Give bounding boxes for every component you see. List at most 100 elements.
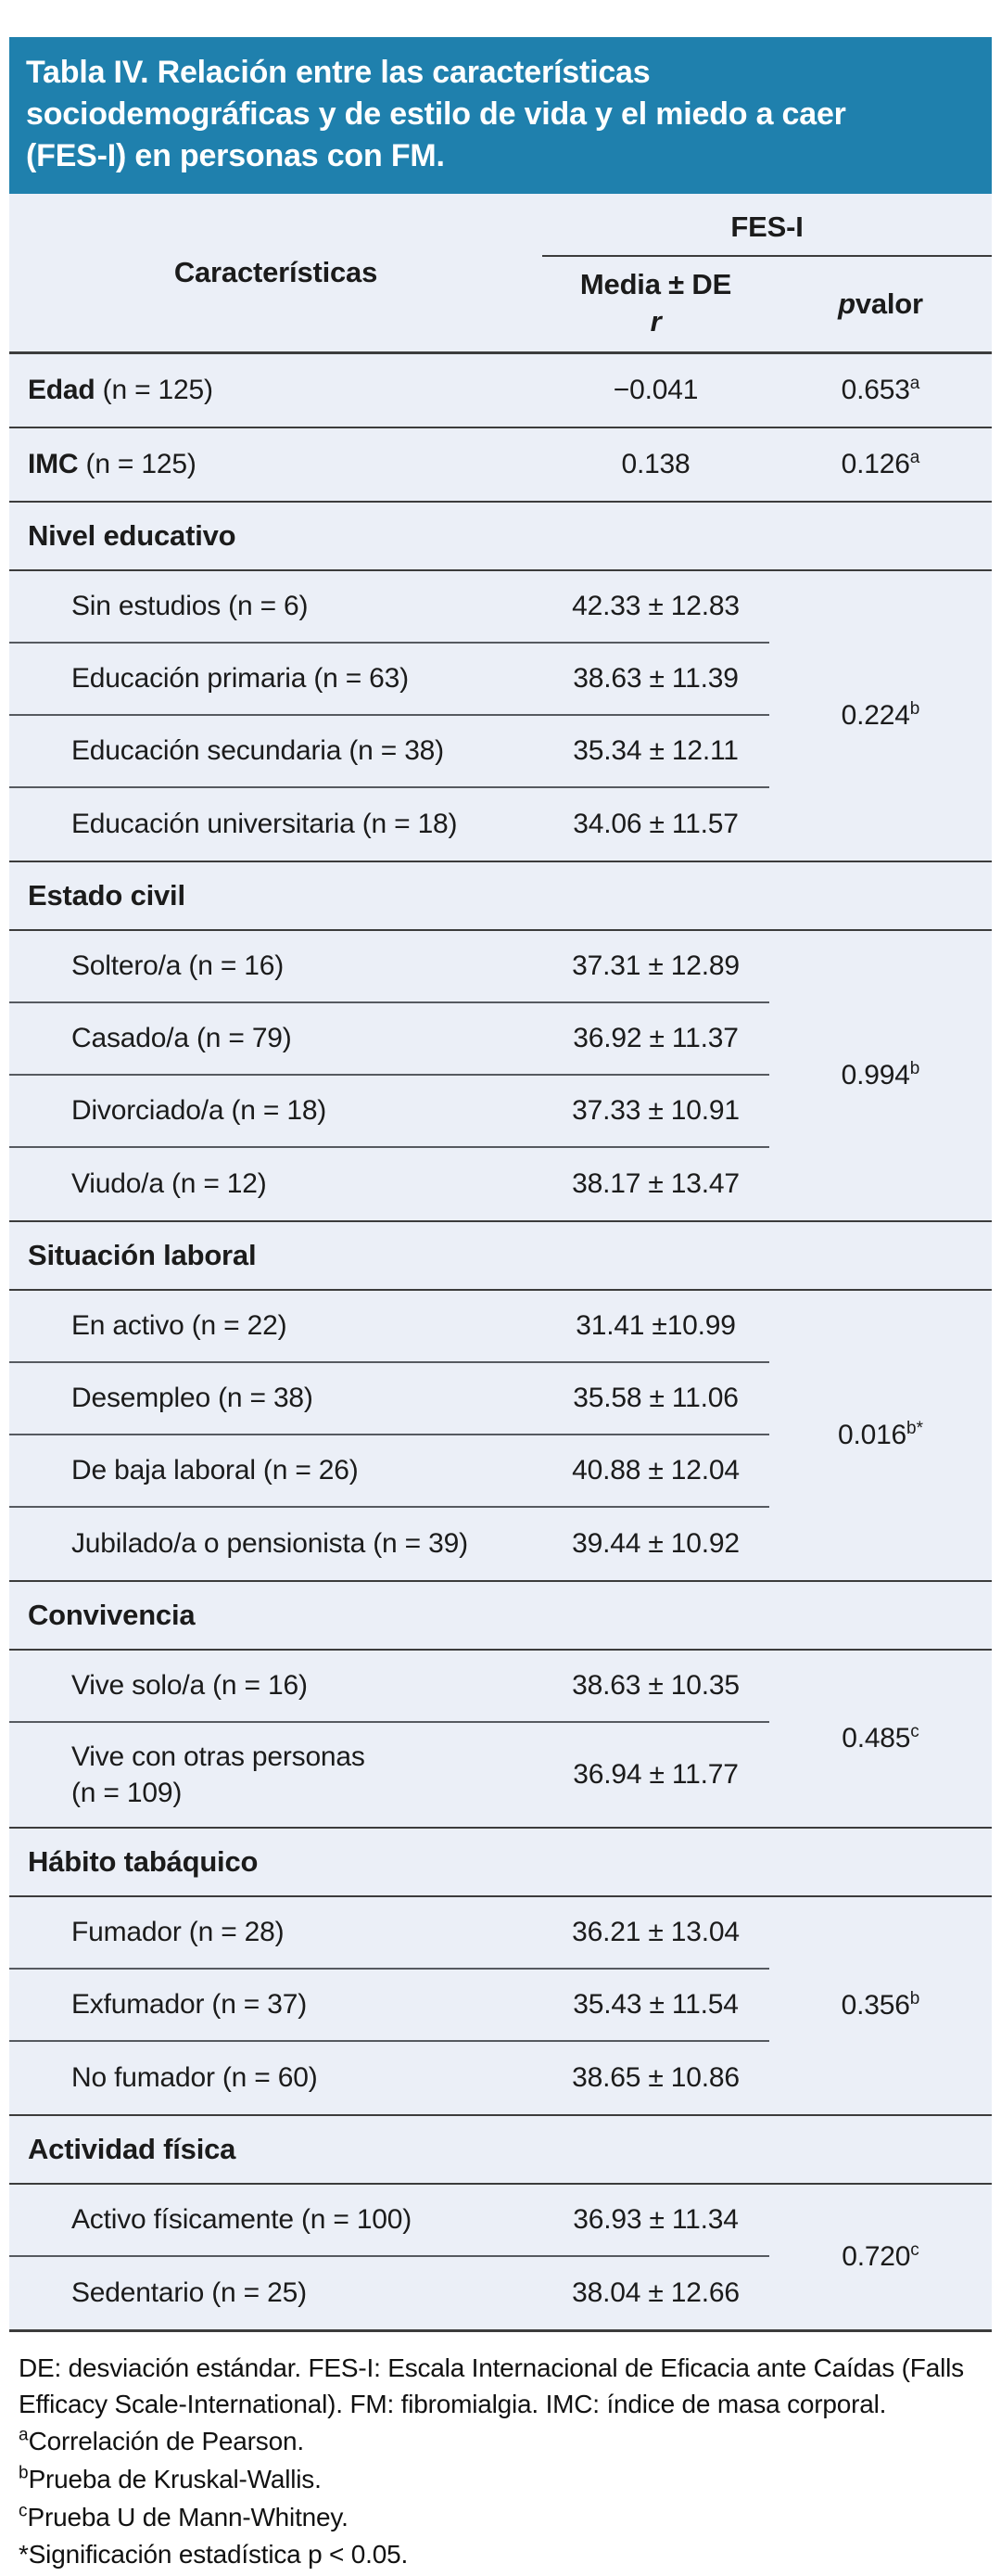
row-label: Vive solo/a (n = 16)	[9, 1651, 542, 1724]
section-title: Nivel educativo	[9, 503, 992, 572]
row-value: 36.92 ± 11.37	[542, 1003, 769, 1077]
table-title-line1: Tabla IV. Relación entre las característ…	[26, 55, 651, 90]
p-superscript: c	[910, 1722, 919, 1742]
column-header-p-valor: p valor	[769, 257, 992, 352]
row-value: 37.33 ± 10.91	[542, 1076, 769, 1149]
p-italic: p	[838, 287, 855, 320]
p-superscript: b*	[906, 1419, 924, 1439]
footnote-b: bPrueba de Kruskal-Wallis.	[19, 2463, 322, 2494]
row-value: 0.138	[621, 449, 691, 480]
row-label: Educación secundaria (n = 38)	[9, 716, 542, 789]
section-title: Situación laboral	[9, 1222, 992, 1292]
table-title-banner: Tabla IV. Relación entre las característ…	[9, 37, 992, 194]
p-value-cell: 0.224b	[841, 699, 920, 732]
footnote-c-marker: c	[19, 2501, 28, 2521]
p-value-cell: 0.653a	[841, 374, 920, 406]
row-label: En activo (n = 22)	[9, 1291, 542, 1364]
row-label: Casado/a (n = 79)	[9, 1003, 542, 1077]
row-label-strong: Edad	[28, 375, 95, 406]
row-imc: IMC (n = 125) 0.138 0.126a	[9, 428, 992, 504]
footnote-c: cPrueba U de Mann-Whitney.	[19, 2501, 348, 2531]
row-value: 38.63 ± 10.35	[542, 1651, 769, 1724]
p-value-cell: 0.994b	[841, 1059, 920, 1091]
row-value: −0.041	[613, 375, 699, 406]
row-label: Jubilado/a o pensionista (n = 39)	[71, 1528, 468, 1560]
footnote-significance: *Significación estadística p < 0.05.	[19, 2540, 409, 2570]
p-value-cell: 0.720c	[842, 2240, 919, 2273]
table-title-line2: sociodemográficas y de estilo de vida y …	[26, 96, 846, 132]
row-value: 37.31 ± 12.89	[542, 931, 769, 1004]
table-body: Características FES-I Media ± DE r p val…	[9, 193, 992, 2333]
row-label: No fumador (n = 60)	[71, 2062, 318, 2094]
p-superscript: a	[909, 448, 920, 468]
row-label: Viudo/a (n = 12)	[71, 1168, 267, 1200]
row-value: 35.43 ± 11.54	[542, 1970, 769, 2043]
fesi-group-header: FES-I	[542, 194, 992, 257]
section-title: Convivencia	[9, 1582, 992, 1651]
media-de-label: Media ± DE	[579, 267, 732, 300]
row-label: Educación primaria (n = 63)	[9, 644, 542, 717]
footnote-abbreviations: DE: desviación estándar. FES-I: Escala I…	[19, 2353, 964, 2418]
fesi-subheaders: Media ± DE r p valor	[542, 257, 992, 352]
row-label: Edad (n = 125)	[9, 354, 542, 427]
section-convivencia: Convivencia 0.485c Vive solo/a (n = 16) …	[9, 1582, 992, 1830]
column-header-media-de-r: Media ± DE r	[542, 257, 769, 352]
row-value: 36.93 ± 11.34	[542, 2185, 769, 2258]
table: Tabla IV. Relación entre las característ…	[9, 37, 992, 2333]
footnote-a-marker: a	[19, 2426, 29, 2446]
row-label: Sedentario (n = 25)	[71, 2277, 307, 2309]
p-superscript: b	[909, 1989, 920, 2009]
row-edad: Edad (n = 125) −0.041 0.653a	[9, 354, 992, 429]
p-value-cell: 0.356b	[841, 1989, 920, 2021]
section-actividad-fisica: Actividad física 0.720c Activo físicamen…	[9, 2116, 992, 2333]
column-header-row: Características FES-I Media ± DE r p val…	[9, 194, 992, 355]
row-value: 38.65 ± 10.86	[572, 2062, 740, 2094]
p-value-cell: 0.016b*	[837, 1419, 924, 1451]
p-superscript: b	[909, 1059, 920, 1079]
p-value-cell: 0.126a	[841, 448, 920, 480]
row-label: Sin estudios (n = 6)	[9, 571, 542, 644]
section-title: Hábito tabáquico	[9, 1829, 992, 1898]
row-value: 35.58 ± 11.06	[542, 1363, 769, 1436]
row-value: 39.44 ± 10.92	[572, 1528, 740, 1560]
valor-label: valor	[855, 287, 923, 320]
page: Tabla IV. Relación entre las característ…	[0, 37, 1001, 2576]
row-value: 42.33 ± 12.83	[542, 571, 769, 644]
section-title: Actividad física	[9, 2116, 992, 2186]
row-value: 36.21 ± 13.04	[542, 1897, 769, 1970]
column-header-caracteristicas: Características	[173, 255, 378, 288]
p-superscript: b	[909, 699, 920, 720]
row-label: IMC (n = 125)	[9, 428, 542, 501]
row-label: Fumador (n = 28)	[9, 1897, 542, 1970]
row-label: Divorciado/a (n = 18)	[9, 1076, 542, 1149]
footnote-b-marker: b	[19, 2463, 29, 2483]
row-value: 38.17 ± 13.47	[572, 1168, 740, 1200]
row-label: Vive con otras personas (n = 109)	[71, 1741, 365, 1809]
row-label-rest: (n = 125)	[95, 375, 213, 406]
table-title-line3: (FES-I) en personas con FM.	[26, 137, 445, 173]
row-label: Soltero/a (n = 16)	[9, 931, 542, 1004]
row-label-rest: (n = 125)	[78, 449, 196, 480]
row-label: Exfumador (n = 37)	[9, 1970, 542, 2043]
p-value-cell: 0.485c	[842, 1722, 919, 1754]
footnotes: DE: desviación estándar. FES-I: Escala I…	[19, 2351, 982, 2573]
p-superscript: a	[909, 374, 920, 394]
section-title: Estado civil	[9, 862, 992, 932]
row-value: 31.41 ±10.99	[542, 1291, 769, 1364]
section-estado-civil: Estado civil 0.994b Soltero/a (n = 16) 3…	[9, 862, 992, 1223]
section-nivel-educativo: Nivel educativo 0.224b Sin estudios (n =…	[9, 503, 992, 863]
row-label-strong: IMC	[28, 449, 79, 480]
fesi-group: FES-I Media ± DE r p valor	[542, 194, 992, 352]
p-superscript: c	[910, 2240, 919, 2261]
row-label: De baja laboral (n = 26)	[9, 1435, 542, 1509]
section-situacion-laboral: Situación laboral 0.016b* En activo (n =…	[9, 1222, 992, 1583]
row-value: 38.04 ± 12.66	[572, 2277, 740, 2309]
r-label: r	[650, 304, 662, 338]
row-value: 34.06 ± 11.57	[573, 809, 739, 840]
footnote-a: aCorrelación de Pearson.	[19, 2426, 304, 2456]
row-value: 40.88 ± 12.04	[542, 1435, 769, 1509]
row-label: Activo físicamente (n = 100)	[9, 2185, 542, 2258]
row-label: Educación universitaria (n = 18)	[71, 809, 458, 840]
section-habito-tabaquico: Hábito tabáquico 0.356b Fumador (n = 28)…	[9, 1829, 992, 2117]
row-label: Desempleo (n = 38)	[9, 1363, 542, 1436]
